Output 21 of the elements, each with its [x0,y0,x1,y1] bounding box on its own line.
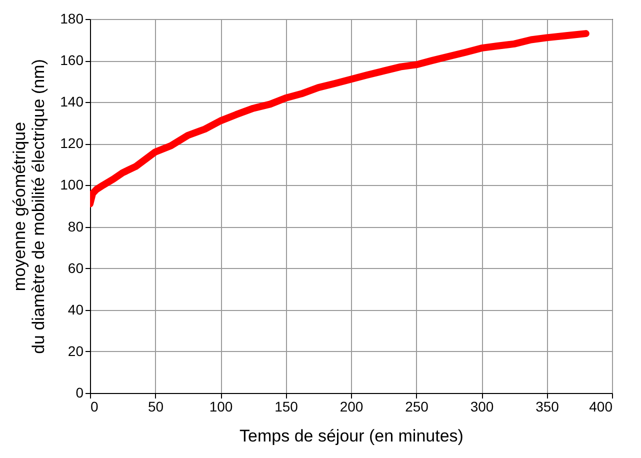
x-tick-label: 400 [589,398,613,414]
x-tick-label: 100 [209,398,233,414]
x-tick-label: 200 [340,398,364,414]
y-tick-label: 40 [68,301,84,318]
y-tick-label: 140 [60,94,84,110]
y-tick-label: 60 [68,260,84,276]
y-axis-title: moyenne géométrique du diamètre de mobilité électrique (nm) [10,59,48,354]
x-tick-label: 250 [405,398,429,414]
y-tick-label: 100 [60,176,84,193]
y-tick-label: 80 [68,218,84,234]
y-tick-label: 180 [60,10,84,26]
y-tick-label: 20 [68,342,84,359]
x-tick-label: 50 [148,398,164,414]
x-axis-title: Temps de séjour (en minutes) [240,426,464,446]
y-tick-label: 0 [76,384,84,400]
y-tick-label: 120 [60,135,84,152]
x-tick-label: 350 [536,398,560,414]
x-tick-label: 150 [274,398,298,414]
x-tick-label: 300 [470,398,494,414]
x-tick-label: 0 [90,398,98,414]
y-tick-label: 160 [60,52,84,68]
